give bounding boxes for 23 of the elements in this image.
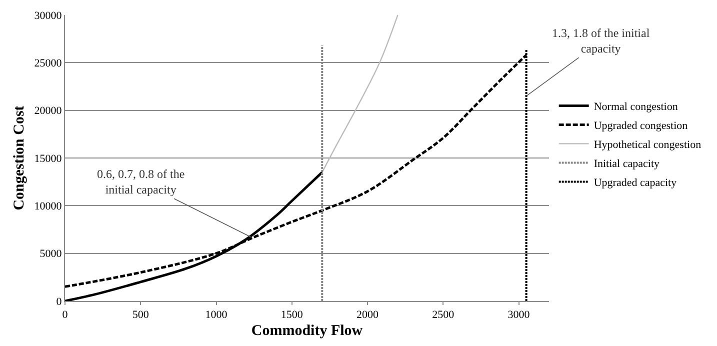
legend-label: Upgraded congestion [594, 120, 688, 132]
legend-label: Initial capacity [594, 158, 660, 170]
x-tick-label: 2000 [356, 309, 379, 322]
x-tick-label: 2500 [432, 309, 455, 322]
annotation: 0.6, 0.7, 0.8 of the initial capacity [97, 167, 185, 197]
y-axis-title: Congestion Cost [12, 106, 28, 210]
y-tick-label: 30000 [34, 10, 62, 22]
legend-label: Normal congestion [594, 100, 678, 113]
y-tick-label: 10000 [34, 200, 62, 213]
y-tick-label: 5000 [40, 248, 62, 260]
y-tick-label: 20000 [34, 105, 62, 118]
annotation: 1.3, 1.8 of the initial capacity [552, 26, 650, 56]
x-tick-label: 3000 [508, 309, 530, 322]
y-tick-label: 0 [56, 296, 62, 308]
y-tick-label: 15000 [34, 152, 62, 165]
x-tick-label: 1000 [205, 309, 228, 322]
x-axis-title: Commodity Flow [251, 323, 363, 340]
y-tick-label: 25000 [34, 58, 62, 70]
x-tick-label: 1500 [280, 309, 304, 322]
legend-label: Hypothetical congestion [594, 138, 702, 151]
line-series [322, 15, 398, 173]
x-tick-label: 500 [132, 309, 150, 322]
legend-label: Upgraded capacity [594, 176, 678, 189]
